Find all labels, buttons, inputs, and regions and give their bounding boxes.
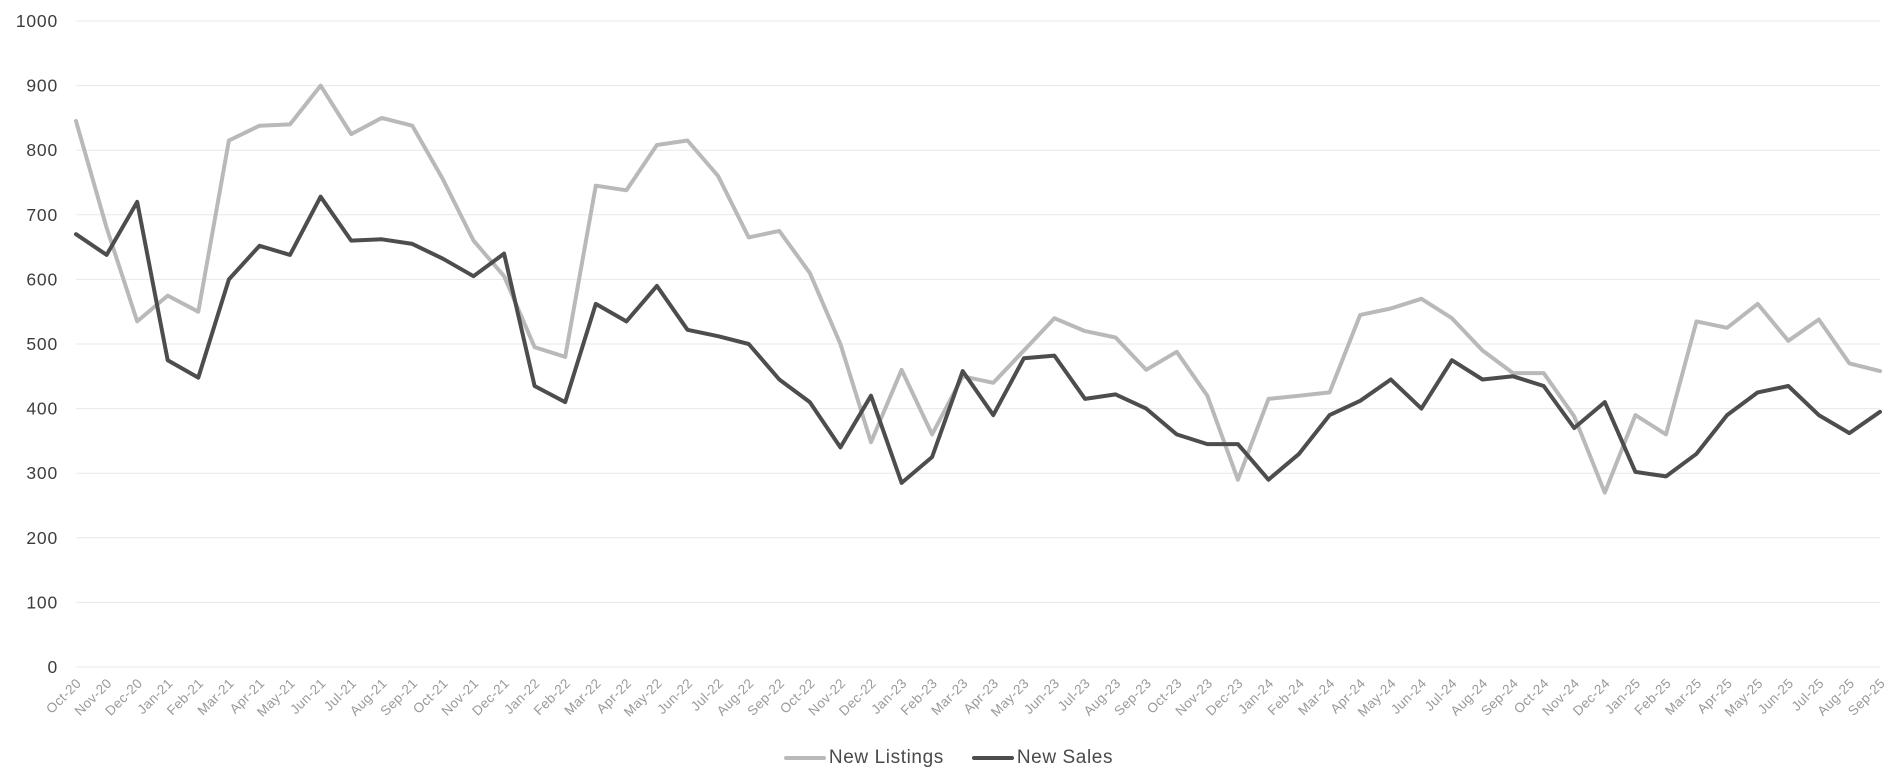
- legend-item-new-listings: New Listings: [783, 747, 944, 769]
- y-axis-tick-label: 300: [26, 463, 58, 483]
- y-axis-tick-label: 800: [26, 140, 58, 160]
- legend-label-new-listings: New Listings: [828, 747, 944, 768]
- new-sales-line-swatch: [971, 756, 1014, 760]
- y-axis-tick-label: 100: [26, 592, 58, 612]
- legend-label-new-sales: New Sales: [1016, 747, 1114, 768]
- y-axis-tick-label: 200: [26, 528, 58, 548]
- y-axis-tick-label: 400: [26, 399, 58, 419]
- y-axis-tick-label: 700: [26, 205, 58, 225]
- y-axis-tick-label: 600: [26, 269, 58, 289]
- y-axis-tick-label: 900: [26, 76, 58, 96]
- legend-item-new-sales: New Sales: [971, 747, 1114, 769]
- series-line-new-sales: [74, 194, 1882, 485]
- y-axis-tick-label: 0: [47, 657, 58, 677]
- new-listings-line-swatch: [783, 756, 826, 760]
- y-axis-tick-label: 1000: [16, 11, 58, 31]
- y-axis-tick-label: 500: [26, 334, 58, 354]
- legend: New Listings New Sales: [0, 747, 1897, 769]
- series-line-new-listings: [74, 83, 1882, 495]
